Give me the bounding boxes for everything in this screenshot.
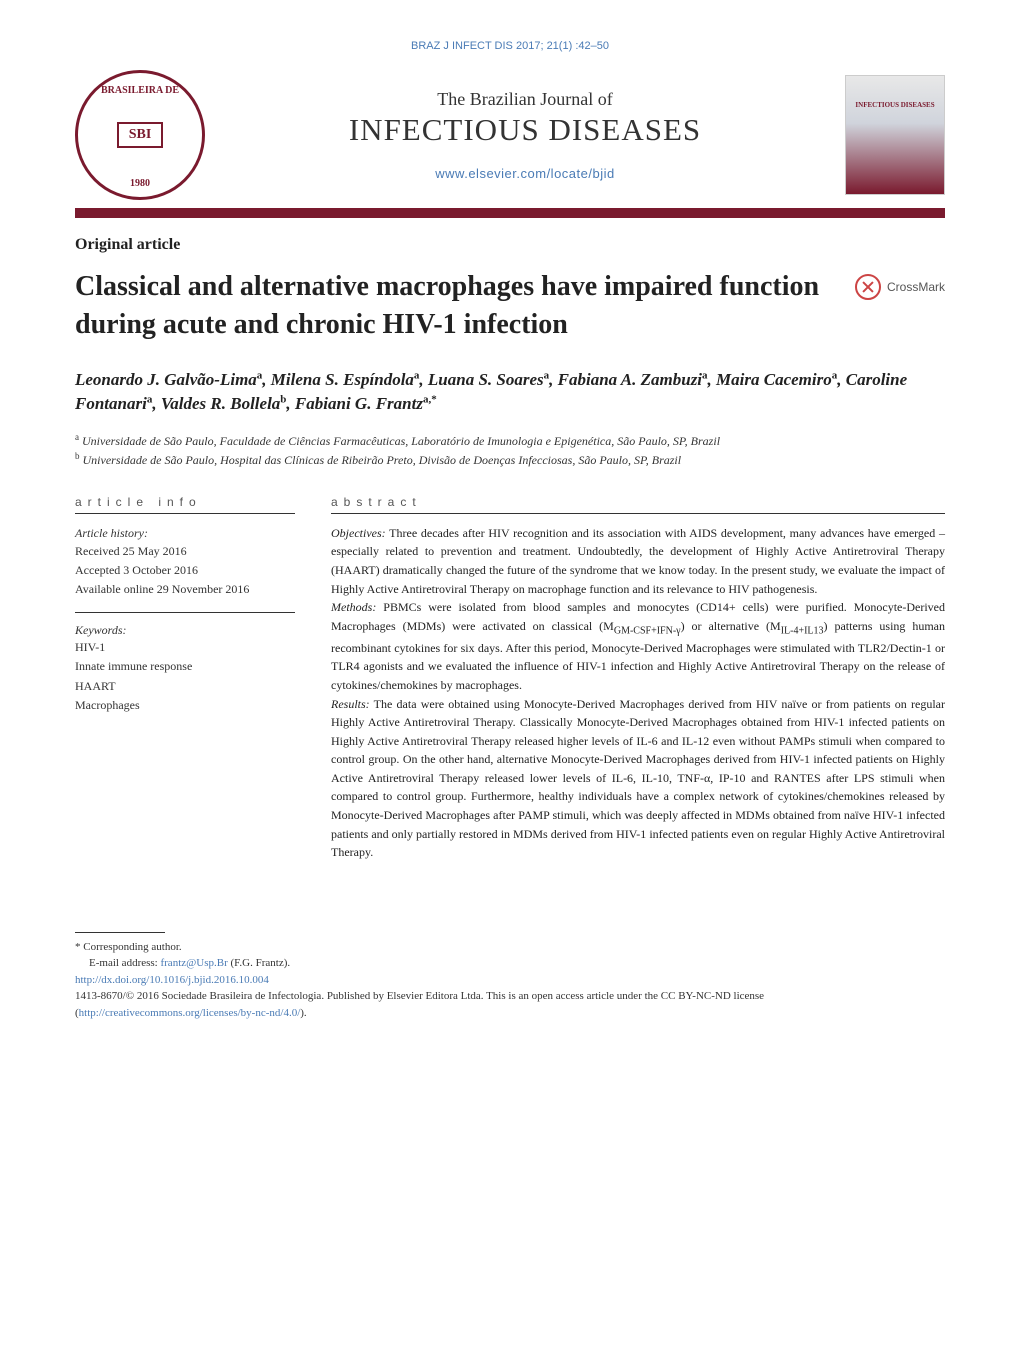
keywords-list: HIV-1 Innate immune response HAART Macro… — [75, 638, 295, 715]
article-info-header: article info — [75, 495, 295, 509]
abstract-header: abstract — [331, 495, 945, 509]
article-history: Article history: Received 25 May 2016 Ac… — [75, 524, 295, 598]
affiliation-a: a Universidade de São Paulo, Faculdade d… — [75, 431, 945, 450]
running-header: BRAZ J INFECT DIS 2017; 21(1) :42–50 — [75, 40, 945, 52]
date-accepted: Accepted 3 October 2016 — [75, 563, 198, 577]
results-text: The data were obtained using Monocyte-De… — [331, 697, 945, 860]
sbi-logo-top-text: BRASILEIRA DE — [101, 85, 179, 96]
email-label: E-mail address: — [89, 957, 158, 969]
article-info-column: article info Article history: Received 2… — [75, 495, 295, 862]
brand-divider — [75, 208, 945, 218]
citation-pages: :42–50 — [575, 40, 609, 52]
citation-journal: BRAZ J INFECT DIS — [411, 40, 513, 52]
copyright-end: ). — [300, 1007, 306, 1019]
section-rule — [331, 513, 945, 514]
sbi-logo-year: 1980 — [130, 178, 150, 189]
title-row: Classical and alternative macrophages ha… — [75, 268, 945, 344]
keyword: HAART — [75, 677, 295, 696]
abstract-text: Objectives: Three decades after HIV reco… — [331, 524, 945, 862]
keywords-label: Keywords: — [75, 623, 295, 638]
footer: * Corresponding author. E-mail address: … — [75, 932, 945, 1022]
doi-link[interactable]: http://dx.doi.org/10.1016/j.bjid.2016.10… — [75, 974, 269, 986]
date-available: Available online 29 November 2016 — [75, 582, 249, 596]
crossmark-label: CrossMark — [887, 280, 945, 294]
citation-year: 2017; — [516, 40, 544, 52]
cover-thumb-title: INFECTIOUS DISEASES — [855, 101, 934, 109]
keyword: HIV-1 — [75, 638, 295, 657]
keyword: Macrophages — [75, 696, 295, 715]
corresponding-email[interactable]: frantz@Usp.Br — [160, 957, 227, 969]
objectives-label: Objectives: — [331, 526, 386, 540]
journal-url[interactable]: www.elsevier.com/locate/bjid — [225, 166, 825, 181]
crossmark-block[interactable]: CrossMark — [855, 274, 945, 300]
footer-text: * Corresponding author. E-mail address: … — [75, 939, 945, 1022]
masthead: BRASILEIRA DE SBI 1980 The Brazilian Jou… — [75, 70, 945, 200]
results-label: Results: — [331, 697, 370, 711]
article-type: Original article — [75, 236, 945, 254]
email-attribution: (F.G. Frantz). — [231, 957, 291, 969]
license-link[interactable]: http://creativecommons.org/licenses/by-n… — [79, 1007, 301, 1019]
authors: Leonardo J. Galvão-Limaa, Milena S. Espí… — [75, 368, 945, 417]
journal-subtitle: The Brazilian Journal of — [225, 89, 825, 110]
history-label: Article history: — [75, 526, 148, 540]
objectives-text: Three decades after HIV recognition and … — [331, 526, 945, 596]
journal-title: INFECTIOUS DISEASES — [225, 112, 825, 148]
sbi-logo-center: SBI — [117, 122, 164, 148]
section-rule — [75, 513, 295, 514]
sbi-logo: BRASILEIRA DE SBI 1980 — [75, 70, 205, 200]
methods-text: PBMCs were isolated from blood samples a… — [331, 600, 945, 692]
footer-rule — [75, 932, 165, 933]
two-column-layout: article info Article history: Received 2… — [75, 495, 945, 862]
article-title: Classical and alternative macrophages ha… — [75, 268, 837, 344]
citation-volume: 21(1) — [547, 40, 573, 52]
affiliation-b: b Universidade de São Paulo, Hospital da… — [75, 450, 945, 469]
date-received: Received 25 May 2016 — [75, 544, 187, 558]
methods-label: Methods: — [331, 600, 376, 614]
abstract-column: abstract Objectives: Three decades after… — [331, 495, 945, 862]
affiliations: a Universidade de São Paulo, Faculdade d… — [75, 431, 945, 469]
section-rule — [75, 612, 295, 613]
corresponding-author-label: * Corresponding author. — [75, 941, 182, 953]
keywords-block: Keywords: HIV-1 Innate immune response H… — [75, 623, 295, 715]
keyword: Innate immune response — [75, 657, 295, 676]
journal-title-block: The Brazilian Journal of INFECTIOUS DISE… — [205, 89, 845, 181]
sbi-logo-circle: BRASILEIRA DE SBI 1980 — [75, 70, 205, 200]
crossmark-icon — [855, 274, 881, 300]
journal-cover-thumb: INFECTIOUS DISEASES — [845, 75, 945, 195]
